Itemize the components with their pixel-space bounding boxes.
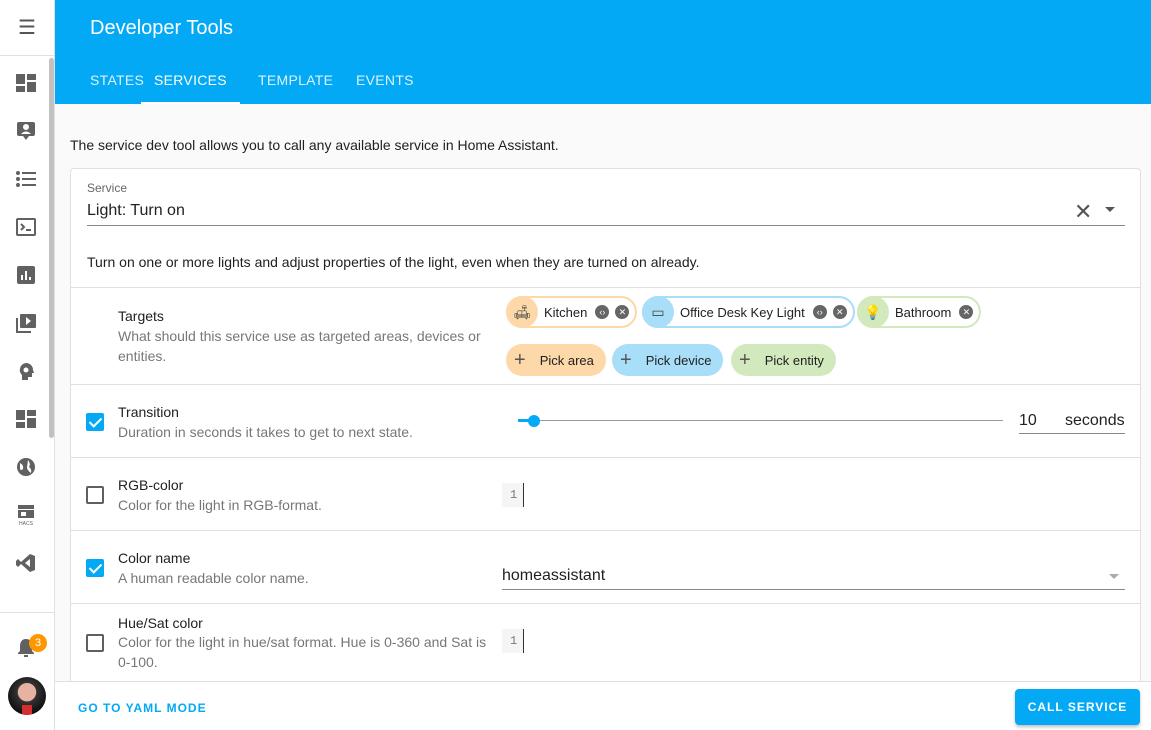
avatar[interactable] [8, 677, 46, 715]
dropdown-arrow-icon[interactable] [1105, 207, 1115, 217]
pick-device-button[interactable]: + Pick device [612, 344, 724, 376]
pick-label: Pick device [645, 352, 712, 368]
map-icon[interactable] [14, 119, 38, 143]
pick-entity-button[interactable]: + Pick entity [731, 344, 836, 376]
tab-template[interactable]: TEMPLATE [258, 72, 334, 88]
remove-icon[interactable]: ✕ [959, 305, 974, 319]
field-transition: Transition Duration in seconds it takes … [71, 384, 1140, 457]
plus-icon: + [514, 348, 526, 371]
clear-icon[interactable]: ✕ [1074, 199, 1093, 224]
field-hue-sat-color: Hue/Sat color Color for the light in hue… [71, 603, 1140, 687]
sidebar-divider [0, 612, 55, 613]
rgb-checkbox[interactable] [86, 486, 104, 504]
expand-icon[interactable]: ‹› [812, 305, 827, 319]
field-color-name: Color name A human readable color name. … [71, 530, 1140, 603]
notification-badge: 3 [29, 634, 47, 652]
field-description: Color for the light in hue/sat format. H… [118, 634, 487, 670]
field-description: Color for the light in RGB-format. [118, 497, 322, 513]
tab-events[interactable]: EVENTS [356, 72, 414, 88]
tab-states[interactable]: STATES [90, 72, 145, 88]
dashboard2-icon[interactable] [14, 407, 38, 431]
app-header: Developer Tools STATES SERVICES TEMPLATE… [55, 0, 1151, 104]
field-rgb-color: RGB-color Color for the light in RGB-for… [71, 457, 1140, 530]
chip-label: Bathroom [895, 304, 952, 320]
color-name-select[interactable]: homeassistant [502, 567, 606, 584]
media-icon[interactable] [14, 311, 38, 335]
slider-track[interactable] [518, 420, 1003, 421]
logbook-icon[interactable] [14, 167, 38, 191]
service-label: Service [87, 181, 128, 195]
svg-text:HACS: HACS [19, 521, 34, 526]
service-description: Turn on one or more lights and adjust pr… [87, 254, 700, 270]
yaml-mode-button[interactable]: GO TO YAML MODE [78, 701, 207, 715]
targets-description: What should this service use as targeted… [118, 328, 481, 364]
sofa-icon: 🛋 [506, 296, 538, 328]
pick-label: Pick entity [764, 352, 824, 368]
color-name-checkbox[interactable] [86, 559, 104, 577]
field-description: Duration in seconds it takes to get to n… [118, 424, 413, 440]
menu-icon[interactable]: ☰ [18, 17, 36, 39]
remove-icon[interactable]: ✕ [832, 305, 847, 319]
field-name: Transition [118, 404, 179, 420]
field-name: Hue/Sat color [118, 615, 203, 631]
slider-thumb[interactable] [528, 415, 540, 427]
brain-icon[interactable] [14, 359, 38, 383]
chip-kitchen[interactable]: 🛋 Kitchen ‹› ✕ [506, 296, 638, 328]
terminal-icon[interactable] [14, 215, 38, 239]
pick-area-button[interactable]: + Pick area [506, 344, 606, 376]
intro-text: The service dev tool allows you to call … [70, 137, 559, 153]
history-icon[interactable] [14, 263, 38, 287]
transition-unit: seconds [1065, 412, 1125, 429]
page-title: Developer Tools [90, 17, 234, 39]
call-service-button[interactable]: CALL SERVICE [1015, 689, 1140, 725]
chip-office-desk-key-light[interactable]: ▭ Office Desk Key Light ‹› ✕ [642, 296, 855, 328]
transition-value-input[interactable]: 10 [1019, 412, 1037, 429]
hue-sat-checkbox[interactable] [86, 634, 104, 652]
sidebar-scrollbar[interactable] [49, 58, 54, 438]
plus-icon: + [620, 348, 632, 371]
slider-fill [518, 419, 535, 422]
value-underline [1019, 433, 1125, 434]
globe-icon[interactable] [14, 455, 38, 479]
hue-sat-code-editor[interactable]: 1 [502, 629, 524, 653]
dropdown-arrow-icon[interactable] [1109, 574, 1119, 584]
pick-label: Pick area [539, 352, 594, 368]
sidebar: ☰ HACS 3 [0, 0, 55, 730]
service-input[interactable]: Light: Turn on [87, 202, 185, 219]
lightbulb-icon: 💡 [857, 296, 889, 328]
service-card: Service Light: Turn on ✕ Turn on one or … [70, 168, 1141, 688]
field-name: Color name [118, 550, 191, 566]
field-name: RGB-color [118, 477, 184, 493]
rgb-code-editor[interactable]: 1 [502, 483, 524, 507]
select-underline [502, 589, 1125, 590]
targets-row: Targets What should this service use as … [71, 287, 1140, 384]
transition-checkbox[interactable] [86, 413, 104, 431]
hacs-icon[interactable]: HACS [14, 503, 38, 527]
chip-bathroom[interactable]: 💡 Bathroom ✕ [857, 296, 982, 328]
service-underline [87, 225, 1125, 226]
field-description: A human readable color name. [118, 570, 309, 586]
chip-label: Office Desk Key Light [680, 304, 805, 320]
plus-icon: + [739, 348, 751, 371]
footer-bar: GO TO YAML MODE CALL SERVICE [55, 681, 1151, 730]
targets-name: Targets [118, 308, 164, 324]
remove-icon[interactable]: ✕ [615, 305, 630, 319]
expand-icon[interactable]: ‹› [595, 305, 610, 319]
dashboard-icon[interactable] [14, 71, 38, 95]
devices-icon: ▭ [642, 296, 674, 328]
vscode-icon[interactable] [14, 551, 38, 575]
tab-services[interactable]: SERVICES [141, 72, 240, 104]
chip-label: Kitchen [544, 304, 588, 320]
